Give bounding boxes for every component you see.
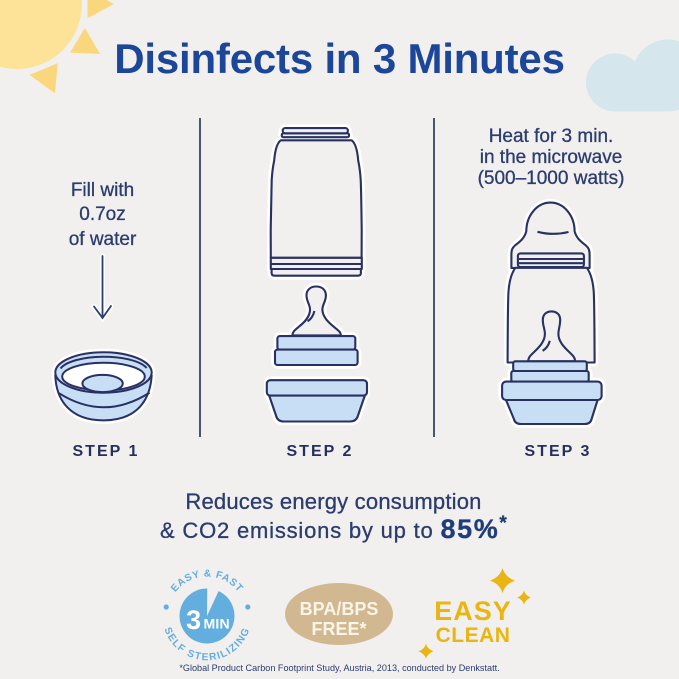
svg-text:MIN: MIN <box>204 616 230 632</box>
svg-text:3: 3 <box>186 605 201 635</box>
